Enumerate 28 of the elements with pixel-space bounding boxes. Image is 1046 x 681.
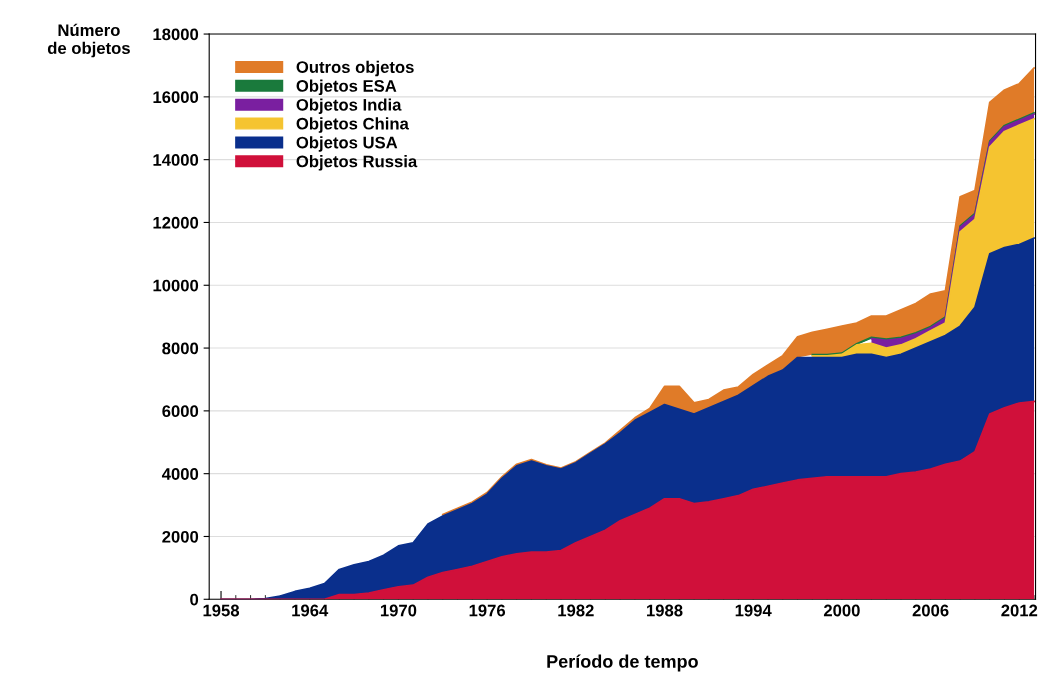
x-tick-label: 1970 [380, 604, 417, 617]
legend-label: Objetos Russia [296, 155, 418, 171]
y-tick-label: 14000 [153, 154, 199, 166]
x-tick-label: 1964 [292, 604, 329, 617]
x-tick-label: 1976 [469, 604, 506, 617]
x-tick-label: 2006 [912, 604, 949, 617]
legend-label: Objetos ESA [296, 79, 397, 96]
x-tick-label: 1988 [647, 604, 683, 617]
legend-label: Objetos USA [296, 136, 398, 152]
y-tick-label: 16000 [153, 91, 199, 104]
x-tick-label: 1994 [735, 604, 772, 617]
x-tick-label: 2000 [823, 604, 860, 617]
y-axis-title: Número de objetos [47, 23, 130, 58]
y-tick-label: 18000 [153, 28, 199, 41]
x-axis-title: Período de tempo [547, 654, 698, 672]
x-tick-label: 1958 [203, 604, 240, 617]
legend-label: Objetos China [296, 117, 409, 133]
x-tick-label: 2012 [1001, 604, 1038, 617]
y-tick-label: 10000 [153, 279, 199, 292]
y-tick-label: 6000 [162, 405, 199, 418]
y-tick-label: 12000 [153, 216, 199, 229]
y-tick-label: 8000 [162, 342, 199, 355]
legend-label: Objetos India [296, 98, 402, 114]
y-tick-label: 4000 [161, 468, 199, 480]
y-tick-label: 2000 [162, 530, 199, 543]
legend-label: Outros objetos [296, 60, 414, 77]
x-tick-label: 1982 [558, 604, 594, 617]
y-tick-label: 0 [190, 593, 199, 606]
